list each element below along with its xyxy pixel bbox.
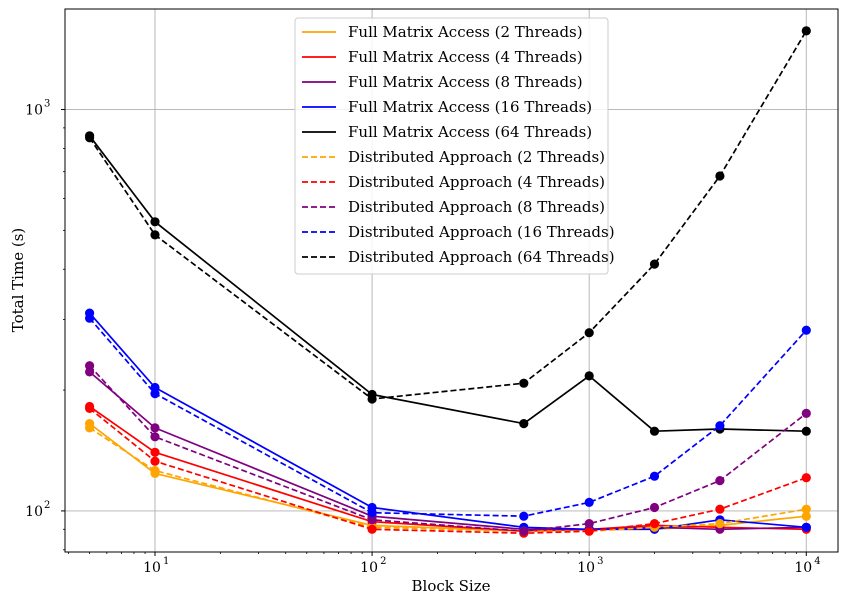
- x-tick-exponent: 1: [163, 556, 169, 567]
- legend-item: Distributed Approach (4 Threads): [302, 173, 605, 191]
- data-point: [584, 497, 594, 507]
- series-line: [89, 407, 807, 535]
- plot-area: [85, 26, 811, 538]
- data-point: [801, 325, 811, 335]
- series-8: [85, 361, 811, 536]
- data-point: [519, 378, 529, 388]
- data-point: [584, 519, 594, 529]
- data-point: [715, 519, 725, 529]
- legend-label: Full Matrix Access (4 Threads): [348, 48, 583, 66]
- legend-label: Distributed Approach (4 Threads): [348, 173, 605, 191]
- data-point: [801, 426, 811, 436]
- data-point: [801, 408, 811, 418]
- data-point: [584, 526, 594, 536]
- series-line: [89, 427, 807, 533]
- data-point: [715, 504, 725, 514]
- legend-label: Distributed Approach (64 Threads): [348, 248, 615, 266]
- data-point: [85, 361, 95, 371]
- data-point: [801, 473, 811, 483]
- x-tick-label: 10: [794, 560, 812, 576]
- legend-item: Full Matrix Access (4 Threads): [302, 48, 583, 66]
- x-tick-label: 10: [577, 560, 595, 576]
- legend-label: Full Matrix Access (2 Threads): [348, 23, 583, 41]
- y-tick-exponent: 3: [44, 99, 50, 110]
- series-line: [88, 317, 807, 518]
- data-point: [584, 328, 594, 338]
- series-5: [85, 131, 811, 436]
- x-tick-exponent: 4: [814, 556, 820, 567]
- legend-label: Full Matrix Access (8 Threads): [348, 73, 583, 91]
- series-7: [85, 403, 811, 538]
- series-9: [85, 313, 811, 521]
- data-point: [150, 466, 160, 476]
- data-point: [150, 230, 160, 240]
- data-point: [150, 423, 160, 433]
- legend-label: Full Matrix Access (64 Threads): [348, 123, 592, 141]
- data-point: [519, 511, 529, 521]
- series-line: [88, 30, 808, 400]
- legend-label: Full Matrix Access (16 Threads): [348, 98, 592, 116]
- legend-label: Distributed Approach (2 Threads): [348, 148, 605, 166]
- legend-box: [294, 17, 609, 275]
- series-line: [88, 135, 807, 433]
- data-point: [150, 432, 160, 442]
- series-line: [89, 371, 807, 531]
- data-point: [150, 456, 160, 466]
- legend-item: Full Matrix Access (2 Threads): [302, 23, 583, 41]
- data-point: [801, 511, 811, 521]
- legend-item: Full Matrix Access (16 Threads): [302, 98, 592, 116]
- data-point: [519, 526, 529, 536]
- data-point: [801, 504, 811, 514]
- legend-item: Distributed Approach (2 Threads): [302, 148, 605, 166]
- x-tick-exponent: 3: [597, 556, 603, 567]
- data-point: [801, 26, 811, 36]
- data-point: [85, 313, 95, 323]
- data-point: [150, 217, 160, 227]
- x-tick-exponent: 2: [380, 556, 386, 567]
- y-tick-label: 10: [25, 504, 43, 520]
- legend-label: Distributed Approach (16 Threads): [348, 223, 615, 241]
- y-axis-label: Total Time (s): [9, 228, 27, 332]
- y-tick-label: 10: [25, 103, 43, 119]
- data-point: [715, 476, 725, 486]
- plot-frame: [64, 8, 839, 553]
- data-point: [85, 403, 95, 413]
- series-line: [89, 405, 807, 533]
- legend-item: Full Matrix Access (8 Threads): [302, 73, 583, 91]
- legend-item: Distributed Approach (16 Threads): [302, 223, 615, 241]
- series-line: [88, 365, 807, 533]
- data-point: [85, 133, 95, 143]
- legend: Full Matrix Access (2 Threads) Full Matri…: [294, 17, 615, 275]
- data-point: [649, 502, 660, 513]
- axis-ticks: 10 1 10 2 10 3 10 410 210 3: [25, 99, 820, 576]
- data-point: [85, 423, 95, 433]
- legend-item: Distributed Approach (8 Threads): [302, 198, 605, 216]
- data-point: [649, 519, 660, 529]
- legend-item: Full Matrix Access (64 Threads): [302, 123, 592, 141]
- data-point: [367, 524, 377, 534]
- x-tick-label: 10: [360, 560, 378, 576]
- data-point: [367, 515, 377, 525]
- legend-item: Distributed Approach (64 Threads): [302, 248, 615, 266]
- x-axis-label: Block Size: [412, 577, 491, 595]
- data-point: [649, 471, 660, 481]
- data-point: [367, 394, 377, 404]
- data-point: [649, 259, 660, 269]
- legend-label: Distributed Approach (8 Threads): [348, 198, 605, 216]
- data-point: [715, 171, 725, 181]
- data-point: [150, 389, 160, 399]
- y-tick-exponent: 2: [44, 500, 50, 511]
- series-10: [85, 26, 811, 404]
- data-point: [519, 419, 529, 429]
- data-point: [649, 426, 660, 436]
- data-point: [584, 371, 594, 381]
- x-tick-label: 10: [143, 560, 161, 576]
- data-point: [715, 421, 725, 431]
- data-point: [367, 508, 377, 518]
- data-point: [801, 522, 811, 532]
- series-line: [88, 312, 807, 531]
- data-point: [150, 447, 160, 457]
